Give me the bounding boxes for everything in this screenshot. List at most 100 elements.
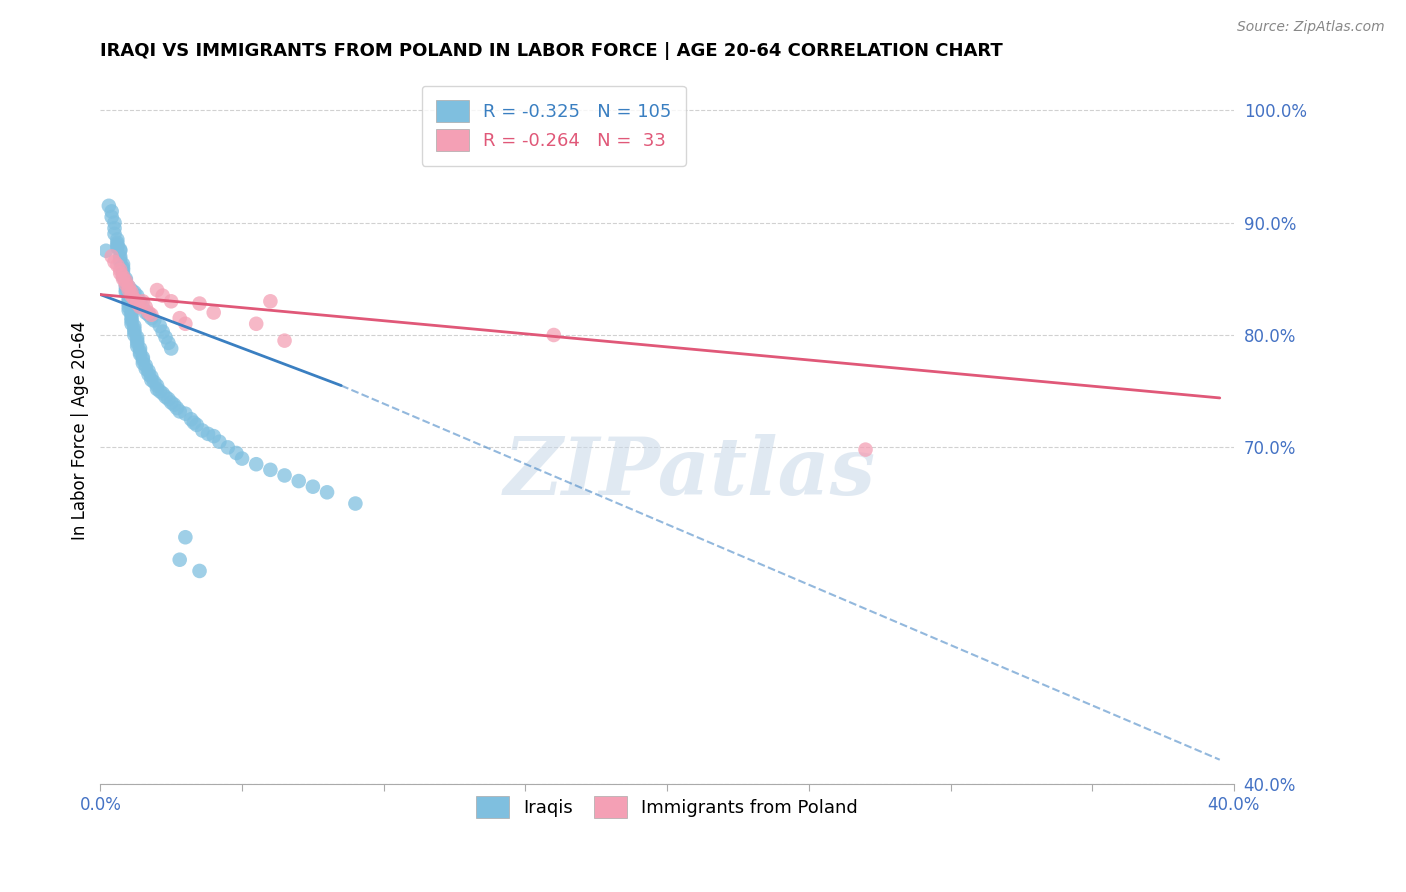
Point <box>169 311 191 326</box>
Point <box>111 257 134 271</box>
Point <box>94 244 117 258</box>
Point <box>138 308 160 322</box>
Point <box>183 416 205 430</box>
Point <box>160 294 183 309</box>
Point <box>202 429 225 443</box>
Point <box>188 564 211 578</box>
Point <box>100 204 122 219</box>
Point <box>103 227 125 241</box>
Point <box>259 294 281 309</box>
Point <box>169 404 191 418</box>
Point <box>152 288 174 302</box>
Point <box>115 277 138 292</box>
Point <box>115 279 138 293</box>
Point <box>149 384 172 399</box>
Point <box>118 283 141 297</box>
Point <box>132 300 155 314</box>
Point <box>118 279 141 293</box>
Point <box>115 277 138 292</box>
Point <box>166 401 188 415</box>
Point <box>115 274 138 288</box>
Point <box>108 249 131 263</box>
Point <box>149 318 172 333</box>
Point <box>132 294 155 309</box>
Point <box>231 451 253 466</box>
Point <box>135 359 157 373</box>
Point <box>138 368 160 382</box>
Point <box>111 263 134 277</box>
Point <box>124 285 146 300</box>
Point <box>186 417 208 432</box>
Point <box>316 485 339 500</box>
Point <box>121 308 143 322</box>
Point <box>121 305 143 319</box>
Point <box>124 322 146 336</box>
Point <box>202 305 225 319</box>
Point <box>103 221 125 235</box>
Point <box>129 342 152 356</box>
Point <box>174 530 197 544</box>
Point <box>138 305 160 319</box>
Point <box>108 252 131 266</box>
Point <box>135 361 157 376</box>
Point <box>118 288 141 302</box>
Point <box>121 311 143 326</box>
Point <box>146 382 169 396</box>
Point <box>191 424 214 438</box>
Point <box>129 347 152 361</box>
Point <box>121 313 143 327</box>
Point <box>115 274 138 288</box>
Point <box>138 364 160 378</box>
Point <box>124 318 146 333</box>
Point <box>111 260 134 275</box>
Point <box>118 292 141 306</box>
Point <box>160 342 183 356</box>
Point <box>208 434 231 449</box>
Point <box>105 240 128 254</box>
Point <box>118 294 141 309</box>
Point <box>127 294 149 309</box>
Point <box>174 317 197 331</box>
Point <box>132 356 155 370</box>
Point <box>108 263 131 277</box>
Point <box>157 335 180 350</box>
Point <box>127 339 149 353</box>
Point <box>155 390 177 404</box>
Point <box>118 303 141 318</box>
Point <box>143 313 166 327</box>
Point <box>118 300 141 314</box>
Point <box>97 199 120 213</box>
Point <box>188 296 211 310</box>
Point <box>127 296 149 310</box>
Point <box>141 373 163 387</box>
Point <box>287 474 309 488</box>
Point <box>111 269 134 284</box>
Point <box>115 283 138 297</box>
Point <box>121 283 143 297</box>
Point <box>105 238 128 252</box>
Point <box>543 328 565 343</box>
Point <box>141 311 163 326</box>
Point <box>105 258 128 272</box>
Point <box>115 285 138 300</box>
Point <box>225 446 247 460</box>
Point <box>118 296 141 310</box>
Text: Source: ZipAtlas.com: Source: ZipAtlas.com <box>1237 20 1385 34</box>
Point <box>855 442 877 457</box>
Point <box>132 351 155 365</box>
Point <box>121 285 143 300</box>
Point <box>152 325 174 339</box>
Point <box>111 266 134 280</box>
Point <box>245 457 267 471</box>
Point <box>108 243 131 257</box>
Point <box>105 235 128 250</box>
Y-axis label: In Labor Force | Age 20-64: In Labor Force | Age 20-64 <box>72 321 89 540</box>
Point <box>108 266 131 280</box>
Point <box>100 249 122 263</box>
Point <box>129 294 152 309</box>
Point <box>302 480 325 494</box>
Point <box>121 317 143 331</box>
Point <box>127 288 149 302</box>
Legend: Iraqis, Immigrants from Poland: Iraqis, Immigrants from Poland <box>468 789 865 825</box>
Point <box>157 392 180 406</box>
